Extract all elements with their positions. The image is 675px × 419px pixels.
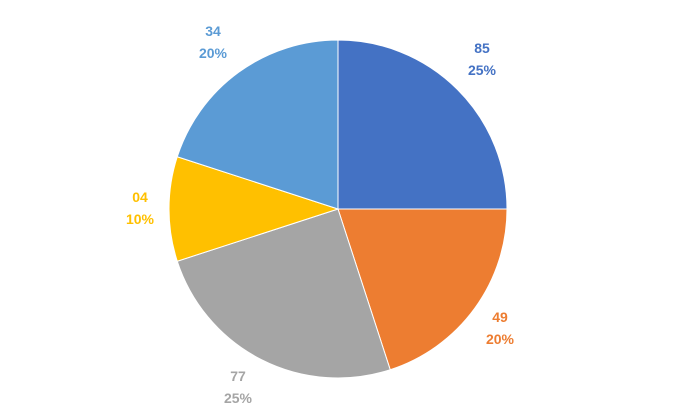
pie-slice-49	[337, 208, 508, 371]
slice-value-label: 34	[205, 23, 221, 39]
pie-slice-85	[337, 39, 508, 210]
slice-percent-label: 25%	[468, 62, 497, 78]
slice-percent-label: 25%	[224, 390, 253, 406]
slice-percent-label: 20%	[486, 331, 515, 347]
pie-slice-34	[176, 39, 339, 210]
slice-value-label: 04	[132, 189, 148, 205]
slice-percent-label: 10%	[126, 211, 155, 227]
slice-value-label: 77	[230, 368, 246, 384]
pie-slice-77	[176, 208, 391, 379]
slice-percent-label: 20%	[199, 45, 228, 61]
slice-value-label: 85	[474, 40, 490, 56]
pie-slice-04	[168, 156, 340, 262]
slice-value-label: 49	[492, 309, 508, 325]
